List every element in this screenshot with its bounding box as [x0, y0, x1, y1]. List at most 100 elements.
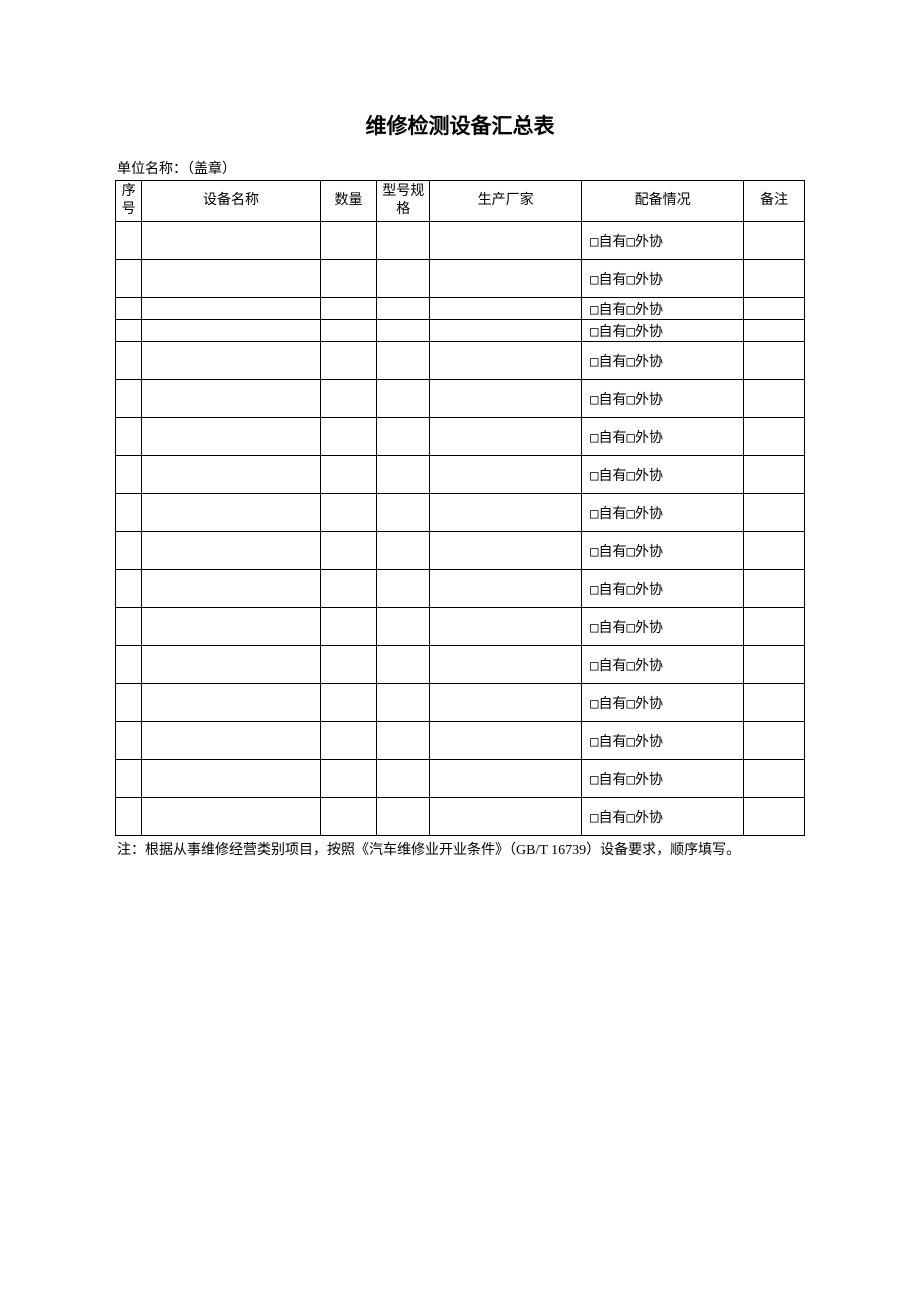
cell-name[interactable] [142, 608, 320, 646]
checkbox-outsource-icon[interactable]: □ [627, 810, 635, 826]
checkbox-outsource-icon[interactable]: □ [627, 468, 635, 484]
cell-qty[interactable] [320, 380, 377, 418]
cell-mfr[interactable] [430, 222, 582, 260]
cell-name[interactable] [142, 646, 320, 684]
cell-spec[interactable] [377, 608, 430, 646]
cell-remark[interactable] [744, 298, 805, 320]
cell-spec[interactable] [377, 570, 430, 608]
checkbox-own-icon[interactable]: □ [590, 234, 598, 250]
cell-spec[interactable] [377, 760, 430, 798]
checkbox-own-icon[interactable]: □ [590, 658, 598, 674]
checkbox-outsource-icon[interactable]: □ [627, 392, 635, 408]
checkbox-outsource-icon[interactable]: □ [627, 302, 635, 318]
checkbox-outsource-icon[interactable]: □ [627, 354, 635, 370]
cell-seq[interactable] [116, 684, 142, 722]
checkbox-own-icon[interactable]: □ [590, 620, 598, 636]
cell-seq[interactable] [116, 456, 142, 494]
checkbox-own-icon[interactable]: □ [590, 772, 598, 788]
checkbox-outsource-icon[interactable]: □ [627, 658, 635, 674]
cell-seq[interactable] [116, 342, 142, 380]
cell-spec[interactable] [377, 342, 430, 380]
cell-qty[interactable] [320, 494, 377, 532]
checkbox-own-icon[interactable]: □ [590, 506, 598, 522]
cell-spec[interactable] [377, 260, 430, 298]
checkbox-own-icon[interactable]: □ [590, 302, 598, 318]
cell-remark[interactable] [744, 418, 805, 456]
checkbox-outsource-icon[interactable]: □ [627, 272, 635, 288]
cell-mfr[interactable] [430, 760, 582, 798]
cell-remark[interactable] [744, 570, 805, 608]
checkbox-own-icon[interactable]: □ [590, 468, 598, 484]
cell-remark[interactable] [744, 532, 805, 570]
cell-seq[interactable] [116, 570, 142, 608]
checkbox-outsource-icon[interactable]: □ [627, 324, 635, 340]
checkbox-own-icon[interactable]: □ [590, 324, 598, 340]
cell-spec[interactable] [377, 798, 430, 836]
cell-spec[interactable] [377, 684, 430, 722]
cell-remark[interactable] [744, 222, 805, 260]
checkbox-own-icon[interactable]: □ [590, 582, 598, 598]
checkbox-outsource-icon[interactable]: □ [627, 772, 635, 788]
cell-name[interactable] [142, 722, 320, 760]
cell-seq[interactable] [116, 418, 142, 456]
cell-seq[interactable] [116, 494, 142, 532]
cell-qty[interactable] [320, 646, 377, 684]
cell-qty[interactable] [320, 222, 377, 260]
cell-remark[interactable] [744, 342, 805, 380]
cell-mfr[interactable] [430, 320, 582, 342]
cell-spec[interactable] [377, 722, 430, 760]
cell-seq[interactable] [116, 380, 142, 418]
cell-mfr[interactable] [430, 646, 582, 684]
checkbox-outsource-icon[interactable]: □ [627, 430, 635, 446]
cell-remark[interactable] [744, 760, 805, 798]
cell-qty[interactable] [320, 608, 377, 646]
cell-name[interactable] [142, 456, 320, 494]
cell-qty[interactable] [320, 570, 377, 608]
cell-qty[interactable] [320, 684, 377, 722]
cell-qty[interactable] [320, 320, 377, 342]
cell-spec[interactable] [377, 494, 430, 532]
cell-seq[interactable] [116, 760, 142, 798]
cell-seq[interactable] [116, 298, 142, 320]
cell-qty[interactable] [320, 798, 377, 836]
cell-remark[interactable] [744, 798, 805, 836]
cell-spec[interactable] [377, 298, 430, 320]
cell-remark[interactable] [744, 320, 805, 342]
cell-name[interactable] [142, 798, 320, 836]
cell-mfr[interactable] [430, 684, 582, 722]
checkbox-own-icon[interactable]: □ [590, 544, 598, 560]
checkbox-outsource-icon[interactable]: □ [627, 696, 635, 712]
cell-mfr[interactable] [430, 418, 582, 456]
cell-spec[interactable] [377, 532, 430, 570]
cell-spec[interactable] [377, 418, 430, 456]
cell-mfr[interactable] [430, 532, 582, 570]
checkbox-outsource-icon[interactable]: □ [627, 582, 635, 598]
checkbox-own-icon[interactable]: □ [590, 734, 598, 750]
cell-spec[interactable] [377, 320, 430, 342]
checkbox-outsource-icon[interactable]: □ [627, 734, 635, 750]
checkbox-outsource-icon[interactable]: □ [627, 234, 635, 250]
cell-remark[interactable] [744, 456, 805, 494]
cell-name[interactable] [142, 380, 320, 418]
cell-name[interactable] [142, 320, 320, 342]
cell-name[interactable] [142, 222, 320, 260]
cell-mfr[interactable] [430, 570, 582, 608]
cell-qty[interactable] [320, 260, 377, 298]
cell-seq[interactable] [116, 320, 142, 342]
cell-mfr[interactable] [430, 342, 582, 380]
cell-seq[interactable] [116, 222, 142, 260]
cell-mfr[interactable] [430, 494, 582, 532]
cell-name[interactable] [142, 570, 320, 608]
cell-seq[interactable] [116, 532, 142, 570]
checkbox-own-icon[interactable]: □ [590, 272, 598, 288]
cell-name[interactable] [142, 494, 320, 532]
checkbox-own-icon[interactable]: □ [590, 392, 598, 408]
cell-name[interactable] [142, 684, 320, 722]
checkbox-outsource-icon[interactable]: □ [627, 506, 635, 522]
cell-remark[interactable] [744, 608, 805, 646]
cell-spec[interactable] [377, 646, 430, 684]
cell-qty[interactable] [320, 418, 377, 456]
cell-seq[interactable] [116, 260, 142, 298]
cell-name[interactable] [142, 260, 320, 298]
checkbox-own-icon[interactable]: □ [590, 810, 598, 826]
